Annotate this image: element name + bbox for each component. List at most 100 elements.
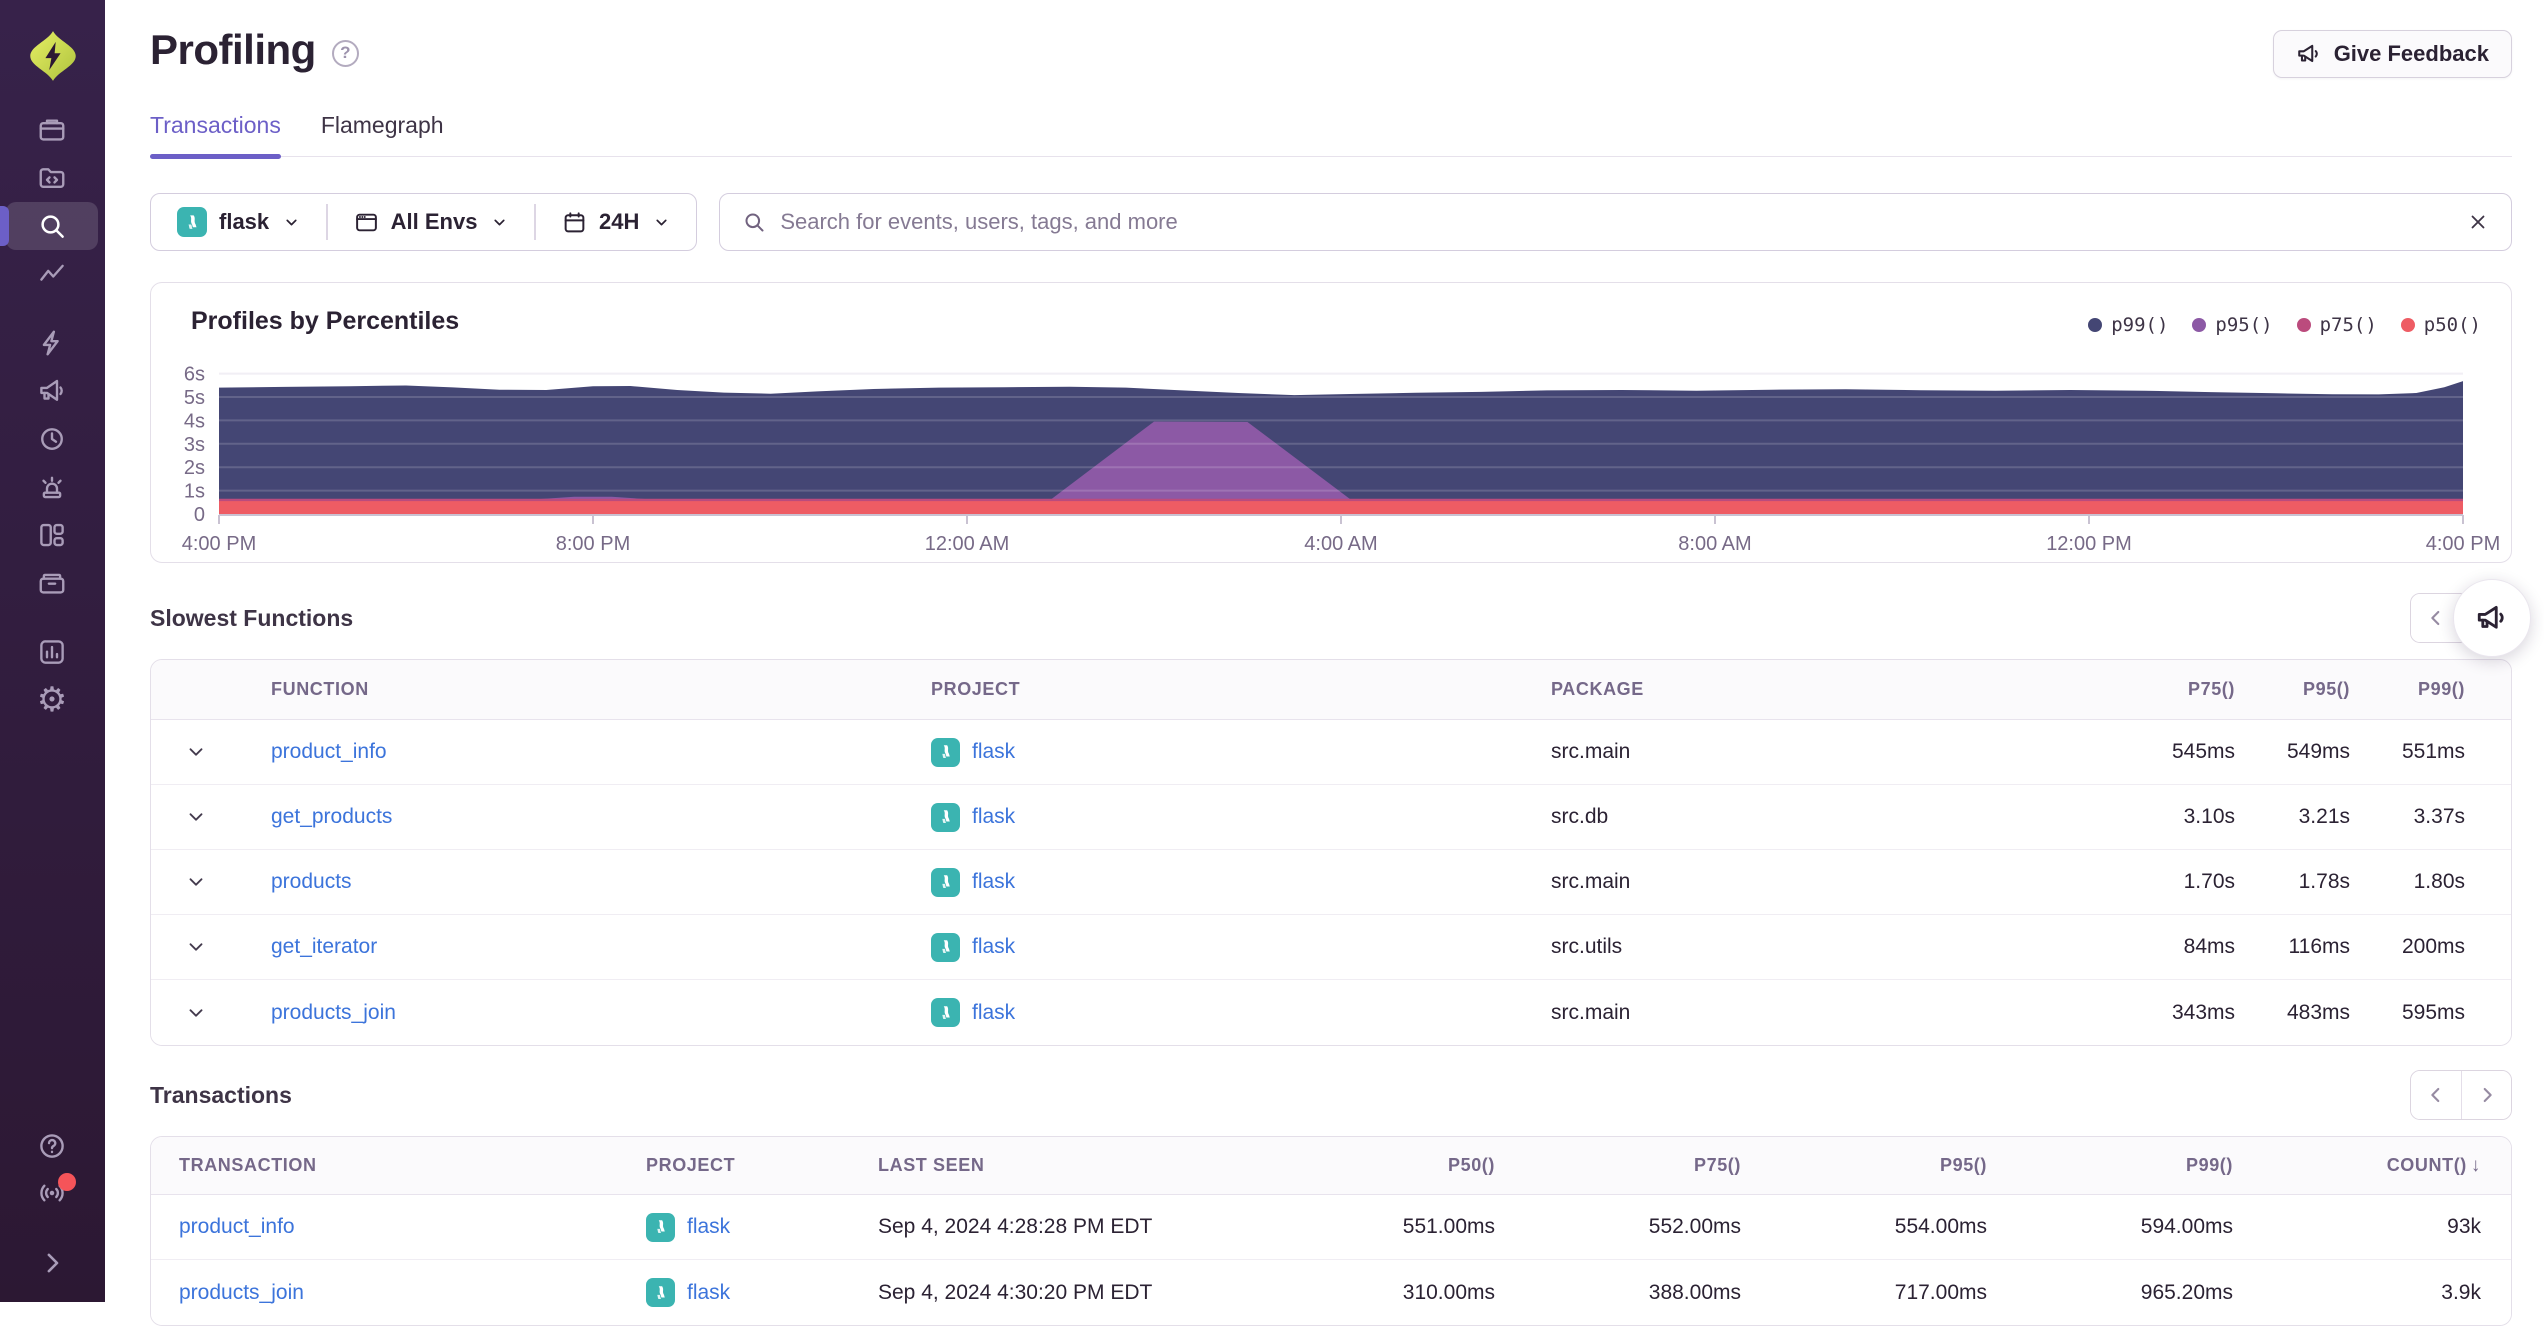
next-page-button[interactable] — [2461, 1071, 2511, 1119]
give-feedback-button[interactable]: Give Feedback — [2272, 30, 2512, 78]
function-link[interactable]: product_info — [271, 740, 387, 763]
p75-value: 552.00ms — [1648, 1215, 1741, 1238]
expand-function-button[interactable] — [151, 785, 241, 849]
sidebar-item-performance[interactable] — [6, 319, 98, 367]
slowest-function-row: products flask src.main 1.70s 1.78s 1.80s — [151, 850, 2511, 915]
expand-function-button[interactable] — [151, 915, 241, 979]
svg-text:4:00 PM: 4:00 PM — [182, 533, 256, 555]
legend-item-p50[interactable]: p50() — [2400, 314, 2481, 336]
last-seen-cell: Sep 4, 2024 4:28:28 PM EDT — [878, 1215, 1153, 1238]
column-header-p95[interactable]: P95() — [2302, 679, 2350, 699]
date-range-filter[interactable]: 24H — [536, 194, 696, 250]
archive-box-icon — [39, 573, 65, 594]
svg-text:3s: 3s — [184, 434, 205, 456]
search-icon — [745, 213, 764, 232]
last-seen-cell: Sep 4, 2024 4:30:20 PM EDT — [878, 1280, 1153, 1304]
active-nav-indicator — [0, 206, 9, 246]
column-header-project: PROJECT — [646, 1155, 736, 1175]
previous-page-button[interactable] — [2411, 594, 2461, 642]
legend-item-p95[interactable]: p95() — [2192, 314, 2273, 336]
count-value: 3.9k — [2441, 1280, 2481, 1304]
project-link[interactable]: flask — [687, 1215, 731, 1238]
transaction-link[interactable]: products_join — [179, 1280, 304, 1304]
transaction-link[interactable]: product_info — [179, 1215, 295, 1238]
transaction-row: products_join flask Sep 4, 2024 4:30:20 PM… — [151, 1260, 2511, 1325]
tab-transactions[interactable]: Transactions — [150, 112, 281, 159]
p99-value: 1.80s — [2413, 870, 2465, 893]
svg-text:4s: 4s — [184, 410, 205, 432]
project-link[interactable]: flask — [972, 935, 1016, 958]
legend-item-p75[interactable]: p75() — [2296, 314, 2377, 336]
project-link[interactable]: flask — [972, 805, 1016, 828]
sidebar-item-traces[interactable] — [6, 250, 98, 298]
performance-lightning-icon — [42, 330, 59, 356]
sidebar-item-settings[interactable]: ⚙ — [6, 676, 98, 724]
project-link[interactable]: flask — [972, 870, 1016, 893]
expand-function-button[interactable] — [151, 850, 241, 914]
function-link[interactable]: products — [271, 870, 352, 893]
sidebar-item-dashboards[interactable] — [6, 511, 98, 559]
flask-project-icon — [931, 737, 960, 767]
function-link[interactable]: get_iterator — [271, 935, 378, 958]
slowest-function-row: product_info flask src.main 545ms 549ms 551ms — [151, 720, 2511, 785]
transaction-row: product_info flask Sep 4, 2024 4:28:28 PM … — [151, 1195, 2511, 1260]
transactions-table-header: TRANSACTION PROJECT LAST SEEN P50() P75() P95… — [151, 1137, 2511, 1195]
sentry-logo[interactable] — [27, 30, 79, 82]
expand-function-button[interactable] — [151, 720, 241, 784]
project-link[interactable]: flask — [972, 1000, 1016, 1024]
project-filter-value: flask — [219, 209, 270, 234]
help-icon — [40, 1134, 64, 1158]
sidebar-item-stats[interactable] — [6, 628, 98, 676]
project-filter[interactable]: flask — [151, 194, 326, 250]
project-link[interactable]: flask — [972, 740, 1016, 763]
sidebar-item-help[interactable] — [6, 1122, 98, 1170]
svg-text:4:00 PM: 4:00 PM — [2426, 533, 2500, 555]
column-header-p75[interactable]: P75() — [1693, 1155, 1741, 1175]
sidebar-item-whats-new[interactable] — [6, 1169, 98, 1217]
sidebar-item-feedback[interactable] — [6, 367, 98, 415]
function-link[interactable]: products_join — [271, 1000, 396, 1024]
sidebar-item-alerts[interactable] — [6, 463, 98, 511]
transactions-title: Transactions — [150, 1081, 292, 1108]
sidebar-item-crons[interactable] — [6, 559, 98, 607]
search-input[interactable] — [780, 209, 2453, 235]
function-link[interactable]: get_products — [271, 805, 393, 828]
project-link[interactable]: flask — [687, 1280, 731, 1304]
sentry-logo-icon — [30, 31, 76, 81]
filter-bar: flask All Envs 24H — [150, 193, 2512, 251]
environment-filter[interactable]: All Envs — [328, 194, 535, 250]
svg-text:0: 0 — [194, 504, 205, 526]
p95-value: 549ms — [2286, 740, 2350, 763]
page-title: Profiling — [150, 26, 316, 73]
floating-feedback-button[interactable] — [2453, 579, 2531, 657]
p99-value: 551ms — [2401, 740, 2465, 763]
column-header-count[interactable]: COUNT() ↓ — [2386, 1154, 2481, 1176]
alerts-siren-icon — [42, 476, 62, 499]
clear-search-icon[interactable] — [2467, 211, 2489, 233]
search-bar — [719, 193, 2512, 251]
previous-page-button[interactable] — [2411, 1071, 2461, 1119]
column-header-p99[interactable]: P99() — [2185, 1155, 2233, 1175]
sidebar-collapse-toggle[interactable] — [6, 1239, 98, 1287]
sidebar-item-projects[interactable] — [6, 154, 98, 202]
column-header-p99[interactable]: P99() — [2417, 679, 2465, 699]
sidebar-item-issues[interactable] — [6, 106, 98, 154]
chevron-right-icon — [2483, 1087, 2492, 1103]
legend-item-p99[interactable]: p99() — [2088, 314, 2168, 336]
feedback-megaphone-icon — [40, 379, 63, 401]
date-range-filter-value: 24H — [598, 209, 640, 234]
environment-filter-value: All Envs — [390, 209, 478, 234]
column-header-p50[interactable]: P50() — [1447, 1155, 1495, 1175]
expand-function-button[interactable] — [151, 980, 241, 1045]
package-cell: src.db — [1551, 805, 1609, 828]
p95-value: 3.21s — [2298, 805, 2350, 828]
flask-project-icon — [646, 1278, 675, 1307]
help-tooltip-icon[interactable]: ? — [331, 39, 359, 67]
tab-flamegraph[interactable]: Flamegraph — [320, 112, 444, 138]
sidebar-item-releases[interactable] — [6, 415, 98, 463]
column-header-p75[interactable]: P75() — [2187, 679, 2235, 699]
sidebar-item-explore[interactable] — [0, 202, 98, 250]
slowest-functions-header: Slowest Functions — [150, 593, 2512, 643]
column-header-p95[interactable]: P95() — [1939, 1155, 1987, 1175]
flask-project-icon — [931, 802, 960, 832]
